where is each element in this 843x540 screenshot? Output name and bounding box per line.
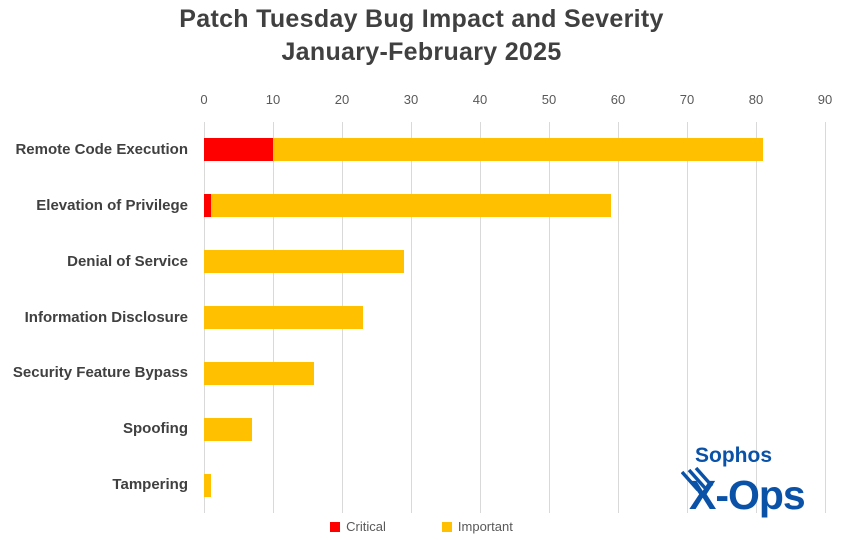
sophos-xops-logo: Sophos X-Ops: [681, 444, 806, 518]
x-axis-tick-label: 20: [334, 92, 350, 107]
legend-swatch-critical: [330, 521, 341, 532]
legend-item-critical: Critical: [330, 519, 386, 534]
sophos-logo-text: Sophos: [695, 444, 772, 467]
bar-row: [204, 473, 211, 497]
chart-title-line1: Patch Tuesday Bug Impact and Severity: [179, 5, 664, 33]
category-label: Tampering: [112, 476, 188, 494]
category-label: Remote Code Execution: [15, 140, 188, 158]
bar-segment-critical: [204, 194, 211, 218]
category-label: Information Disclosure: [24, 308, 188, 326]
category-label: Security Feature Bypass: [12, 364, 188, 382]
bar-row: [204, 138, 763, 162]
x-axis-tick-label: 0: [200, 92, 208, 107]
gridline: [411, 122, 412, 513]
bar-segment-important: [204, 417, 253, 441]
gridline: [687, 122, 688, 513]
category-label: Elevation of Privilege: [36, 196, 188, 214]
x-axis-tick-label: 70: [679, 92, 695, 107]
bar-segment-important: [210, 194, 612, 218]
gridline: [825, 122, 826, 513]
legend-swatch-important: [441, 521, 452, 532]
xops-logo-text: X-Ops: [689, 472, 805, 518]
bar-row: [204, 306, 363, 329]
legend-item-important: Important: [441, 519, 513, 534]
chart-legend: Critical Important: [0, 519, 843, 534]
bar-segment-important: [273, 138, 763, 162]
x-axis-tick-label: 80: [748, 92, 764, 107]
x-axis-tick-label: 40: [472, 92, 488, 107]
category-label: Denial of Service: [67, 252, 188, 270]
xops-hatch-lines: [681, 466, 714, 492]
chart-title-line2: January-February 2025: [281, 38, 562, 66]
x-axis-tick-label: 90: [817, 92, 833, 107]
gridline: [549, 122, 550, 513]
bar-row: [204, 361, 315, 385]
bar-segment-important: [204, 473, 211, 497]
bar-segment-important: [204, 361, 315, 385]
bar-row: [204, 250, 405, 274]
gridline: [756, 122, 757, 513]
x-axis-tick-label: 50: [541, 92, 557, 107]
category-label: Spoofing: [123, 420, 188, 438]
bar-segment-important: [204, 306, 363, 329]
x-axis-tick-label: 30: [403, 92, 419, 107]
legend-label: Critical: [346, 519, 386, 534]
bar-row: [204, 194, 612, 218]
gridline: [618, 122, 619, 513]
chart-title: Patch Tuesday Bug Impact and Severity Ja…: [0, 3, 843, 69]
bar-segment-critical: [204, 138, 273, 162]
gridline: [480, 122, 481, 513]
bar-segment-important: [204, 250, 405, 274]
x-axis-tick-label: 10: [265, 92, 281, 107]
legend-label: Important: [457, 519, 513, 534]
x-axis-tick-label: 60: [610, 92, 626, 107]
bar-row: [204, 417, 253, 441]
